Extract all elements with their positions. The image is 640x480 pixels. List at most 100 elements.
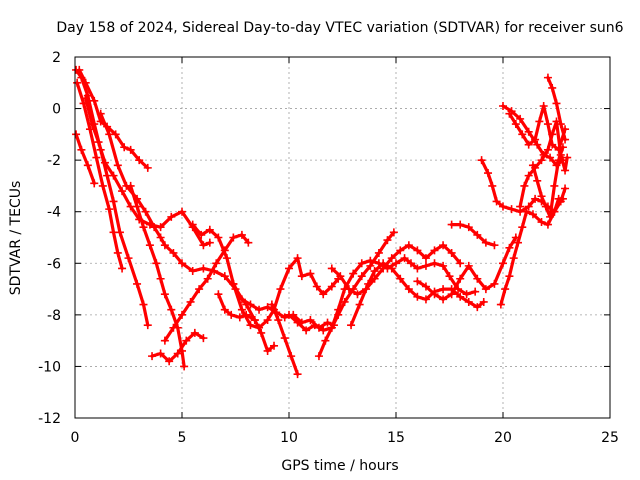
data-point	[421, 261, 430, 270]
data-point	[73, 78, 82, 87]
data-point	[355, 300, 364, 309]
data-point	[439, 241, 448, 250]
data-point	[366, 256, 375, 265]
data-point	[148, 352, 157, 361]
data-point	[387, 254, 396, 263]
y-tick-label: -10	[38, 359, 61, 375]
series-arc-19	[447, 220, 499, 250]
data-point	[524, 127, 533, 136]
data-point	[447, 290, 456, 299]
data-point	[242, 310, 251, 319]
data-point	[227, 310, 236, 319]
data-point	[484, 169, 493, 178]
data-point	[214, 290, 223, 299]
data-point	[561, 184, 570, 193]
series-arc-9	[160, 230, 253, 345]
data-point	[250, 316, 259, 325]
data-point	[195, 285, 204, 294]
data-point	[543, 120, 552, 129]
data-point	[77, 145, 86, 154]
data-point	[197, 230, 206, 239]
data-point	[120, 143, 129, 152]
data-point	[535, 117, 544, 126]
series-line	[74, 68, 150, 327]
data-point	[464, 223, 473, 232]
data-point	[285, 264, 293, 273]
data-point	[188, 220, 197, 229]
data-point	[558, 143, 567, 152]
data-point	[203, 274, 212, 283]
data-point	[126, 145, 135, 154]
data-point	[167, 305, 176, 314]
data-point	[105, 130, 114, 139]
data-point	[516, 202, 525, 211]
data-point	[552, 99, 561, 108]
data-point	[537, 156, 546, 165]
data-point	[513, 238, 522, 247]
data-point	[235, 313, 244, 322]
y-tick-label: 2	[52, 50, 61, 66]
data-point	[490, 279, 499, 288]
data-point	[518, 223, 527, 232]
data-point	[156, 349, 165, 358]
data-point	[113, 161, 122, 170]
data-point	[205, 225, 214, 234]
series-arc-22	[505, 101, 570, 154]
data-point	[531, 194, 540, 203]
data-point	[270, 341, 279, 350]
data-point	[505, 272, 514, 281]
x-tick-label: 20	[494, 430, 512, 446]
data-point	[160, 336, 169, 345]
data-point	[263, 316, 272, 325]
data-point	[439, 285, 448, 294]
data-point	[321, 336, 330, 345]
data-point	[186, 297, 195, 306]
series-arc-17	[347, 259, 488, 330]
data-point	[152, 259, 161, 268]
data-point	[113, 248, 122, 257]
data-point	[413, 246, 422, 255]
data-point	[135, 156, 144, 165]
series-arc-13	[267, 300, 302, 379]
data-point	[404, 241, 413, 250]
y-tick-labels: -12 -10 -8 -6 -4 -2 0 2	[38, 50, 61, 427]
data-point	[501, 285, 510, 294]
data-point	[124, 254, 133, 263]
data-point	[199, 264, 208, 273]
data-point	[263, 346, 272, 355]
data-point	[306, 269, 315, 278]
data-point	[400, 254, 409, 263]
data-point	[214, 233, 223, 242]
data-point	[543, 73, 552, 82]
data-point	[160, 241, 169, 250]
data-point	[334, 305, 343, 314]
data-point	[180, 362, 189, 371]
data-point	[156, 274, 165, 283]
data-point	[72, 130, 81, 139]
x-tick-labels: 0 5 10 15 20 25	[71, 430, 619, 446]
x-tick-label: 15	[387, 430, 405, 446]
data-point	[293, 254, 302, 263]
data-point	[563, 153, 572, 162]
data-point	[464, 261, 473, 270]
data-point	[319, 290, 328, 299]
data-point	[543, 220, 552, 229]
data-point	[473, 274, 482, 283]
data-point	[100, 158, 109, 167]
data-point	[188, 267, 197, 276]
series-arc-26	[543, 73, 570, 144]
data-point	[499, 259, 507, 268]
y-tick-label: -12	[38, 411, 61, 427]
data-point	[430, 246, 439, 255]
data-point	[263, 303, 272, 312]
data-point	[481, 285, 490, 294]
data-point	[404, 285, 413, 294]
data-point	[543, 145, 552, 154]
data-series-group	[72, 65, 572, 379]
x-axis-label: GPS time / hours	[281, 458, 398, 474]
data-point	[167, 212, 176, 221]
data-point	[490, 241, 499, 250]
data-point	[96, 109, 105, 118]
